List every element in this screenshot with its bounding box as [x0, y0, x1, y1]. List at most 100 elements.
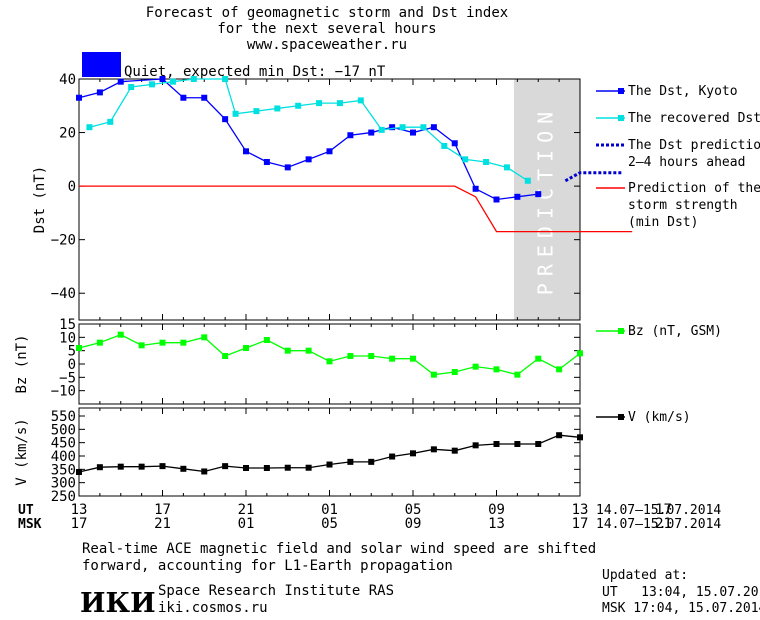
data-point [222, 76, 229, 82]
data-point [180, 94, 187, 101]
legend-marker [618, 115, 624, 121]
updated-ut: UT 13:04, 15.07.2014 [602, 585, 760, 600]
data-point [284, 347, 291, 354]
data-point [472, 442, 479, 449]
legend-marker [618, 414, 624, 420]
y-tick-label: 15 [59, 317, 76, 333]
legend-label: storm strength [628, 198, 738, 213]
data-point [472, 363, 479, 370]
data-point [441, 142, 448, 149]
data-point [378, 126, 385, 133]
prediction-label: PREDICTION [534, 105, 558, 295]
legend-label: The Dst prediction [628, 138, 760, 153]
msk-tick-label: 21 [655, 516, 672, 532]
data-point [577, 350, 583, 357]
data-point [274, 105, 281, 112]
data-point [368, 353, 375, 359]
data-point [514, 193, 521, 200]
y-tick-label: 500 [51, 422, 76, 438]
data-point [483, 159, 490, 166]
data-point [326, 358, 333, 365]
v-series [76, 432, 583, 475]
data-point [284, 164, 291, 171]
data-point [263, 337, 270, 343]
data-point [107, 118, 114, 125]
updated-msk: MSK 17:04, 15.07.2014 [602, 601, 760, 616]
data-point [305, 347, 312, 354]
data-point [326, 461, 333, 468]
legend-label: 2–4 hours ahead [628, 155, 745, 170]
data-point [577, 434, 583, 441]
y-tick-label: −40 [51, 286, 76, 302]
data-point [86, 124, 93, 131]
data-point [243, 345, 249, 351]
data-point [420, 124, 427, 131]
data-point [357, 97, 364, 104]
data-point [190, 76, 197, 82]
data-point [451, 369, 458, 375]
y-tick-label: 450 [51, 436, 76, 452]
legend-label: (min Dst) [628, 215, 698, 230]
data-point [556, 366, 563, 373]
data-point [336, 100, 343, 107]
data-point [524, 177, 531, 184]
data-point [128, 84, 135, 91]
series-line [564, 171, 622, 183]
data-point [305, 464, 312, 471]
ut-tick-label: 13 [572, 502, 589, 518]
data-point [347, 353, 354, 359]
data-point [305, 156, 312, 163]
data-point [253, 108, 260, 115]
y-tick-label: 300 [51, 476, 76, 492]
msk-tick-label: 05 [321, 516, 338, 532]
data-point [243, 465, 249, 471]
chart-title-line1: Forecast of geomagnetic storm and Dst in… [146, 5, 508, 21]
y-tick-label: 40 [59, 72, 76, 88]
data-point [232, 110, 239, 117]
y-tick-label: −10 [51, 384, 76, 400]
data-point [159, 76, 166, 82]
bz-series [76, 331, 583, 378]
y-tick-label: 20 [59, 126, 76, 142]
data-point [117, 463, 124, 470]
data-point [326, 148, 333, 155]
prediction-zone [514, 79, 580, 320]
msk-tick-label: 17 [71, 516, 88, 532]
legend-label: The recovered Dst [628, 111, 760, 126]
site-url: www.spaceweather.ru [247, 37, 407, 53]
date-range-ut: 14.07–15.07.2014 [596, 503, 721, 518]
data-point [149, 81, 156, 88]
data-point [514, 441, 521, 447]
status-indicator [82, 52, 121, 77]
data-point [430, 124, 437, 131]
data-point [368, 129, 375, 136]
ut-tick-label: 17 [154, 502, 171, 518]
data-point [295, 102, 302, 109]
data-point [159, 339, 166, 346]
data-point [462, 156, 469, 163]
v-panel-frame [78, 407, 581, 497]
data-point [76, 469, 82, 475]
msk-tick-label: 17 [572, 516, 589, 532]
series-line [78, 333, 581, 376]
series-line [89, 78, 529, 182]
y-tick-label: −20 [51, 233, 76, 249]
dst-y-label: Dst (nT) [32, 166, 48, 233]
legend-label: The Dst, Kyoto [628, 84, 738, 99]
data-point [535, 355, 542, 362]
data-point [138, 342, 145, 349]
chart-title-line2: for the next several hours [217, 21, 436, 37]
data-point [514, 371, 521, 378]
data-point [493, 196, 500, 203]
msk-label: MSK [18, 517, 42, 532]
legend-label: Prediction of the [628, 181, 760, 196]
y-tick-label: −5 [59, 370, 76, 386]
data-point [451, 447, 458, 454]
institute-url[interactable]: iki.cosmos.ru [158, 600, 268, 616]
ut-tick-label: 09 [488, 502, 505, 518]
data-point [169, 78, 176, 85]
data-point [201, 468, 208, 475]
